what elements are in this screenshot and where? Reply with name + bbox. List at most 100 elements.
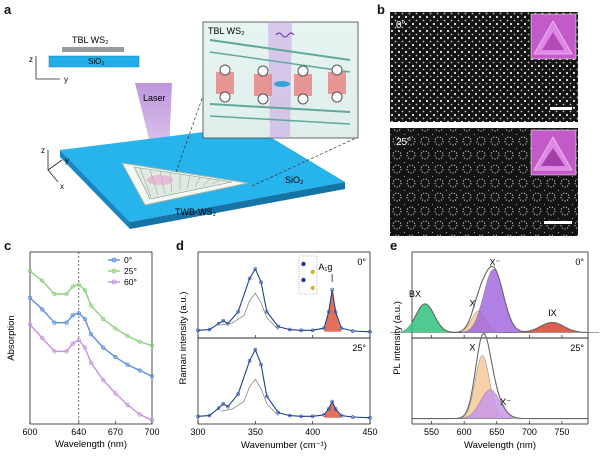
laser-label: Laser <box>143 93 166 103</box>
chart-c-point <box>76 282 81 287</box>
chart-d-inset-atom <box>301 277 306 283</box>
chart-d-point <box>207 327 212 332</box>
chart-d-sub1-xtick-label: 400 <box>305 427 320 437</box>
chart-d-point <box>253 267 258 271</box>
angle-label-25: 25° <box>396 137 411 148</box>
chart-d-point <box>339 413 344 418</box>
axis3d-x <box>47 169 59 183</box>
chart-e-peak-X⁻ <box>450 389 530 419</box>
chart-c-legend-label: 60° <box>124 277 137 287</box>
panel-letter-d: d <box>176 238 184 253</box>
axis-z-label: z <box>29 55 33 64</box>
chart-c-xlabel: Wavelength (nm) <box>55 439 127 450</box>
chart-d-ylabel: Raman intensity (a.u.) <box>178 292 189 385</box>
panel-c-chart: 600 640 670 700 0°25°60° Wavelength (nm) Absor… <box>6 251 160 450</box>
chart-d-point <box>216 406 221 410</box>
chart-d-point <box>326 407 331 411</box>
chart-d-fit-component <box>220 378 279 416</box>
callout-line-right <box>251 137 357 187</box>
chart-d-point <box>196 414 200 419</box>
chart-c-point <box>88 360 94 366</box>
substrate-top <box>60 126 345 222</box>
chart-d-peak-label: A₁g <box>318 262 332 272</box>
chart-d-inset-atom <box>310 269 315 275</box>
chart-e-angle-label: 0° <box>575 257 584 267</box>
chart-d-point <box>259 280 263 285</box>
chart-d-xlabel: Wavenumber (cm⁻¹) <box>241 440 327 451</box>
scale-bar-0 <box>550 107 572 110</box>
chart-c-point <box>149 343 155 348</box>
chart-c-legend-label: 25° <box>124 266 137 276</box>
chart-d-sub0-frame <box>197 251 371 339</box>
chart-d-inset-atom <box>301 261 306 267</box>
stack-top-label: TBL WS₂ <box>72 35 109 45</box>
chart-c-point <box>52 349 57 354</box>
panel-e-chart: BX X X⁻ IX 0° 550 600 650 700 750 X X⁻ 25° Wavelength… <box>390 251 600 451</box>
chart-d-spectrum <box>197 348 371 419</box>
chart-c-point <box>70 312 75 318</box>
scale-bar-25 <box>544 221 572 224</box>
chart-d-point <box>196 328 200 333</box>
chart-e-xlabel: Wavelength (nm) <box>464 440 536 451</box>
panel-d-chart: 0° 300 350 400 450 25° A₁g Wavenumber (cm⁻¹) Ram… <box>178 251 378 451</box>
panel-letter-e: e <box>390 238 398 253</box>
chart-e-envelope <box>412 332 588 420</box>
chart-e-peak-X⁻ <box>454 268 533 333</box>
optical-triangle-inner-0 <box>542 32 564 50</box>
chart-c-point <box>137 412 142 417</box>
chart-d-point <box>351 415 355 419</box>
chart-d-point <box>265 394 269 399</box>
chart-c-legend-marker <box>111 257 117 263</box>
chart-c-point <box>113 326 118 331</box>
chart-d-point <box>299 328 303 333</box>
chart-d-point <box>259 362 263 367</box>
panel-a-schematic: TBL WS₂ SiO₂ z y Laser TWB-WS₂ SiO₂ z y … <box>29 21 359 229</box>
chart-d-point <box>368 329 372 334</box>
tbl-ws2-layer <box>62 47 124 52</box>
chart-d-point <box>247 276 252 281</box>
chart-d-point <box>265 310 269 314</box>
chart-d-point <box>236 310 240 314</box>
chart-d-point <box>276 324 281 329</box>
chart-c-point <box>27 295 33 301</box>
chart-d-angle-label: 0° <box>357 257 366 267</box>
chart-c-series-line <box>29 297 153 377</box>
chart-c-point <box>100 345 106 350</box>
chart-d-spectrum <box>197 267 371 333</box>
chart-c-legend-marker <box>111 279 117 285</box>
chart-d-point <box>287 327 292 332</box>
inset-title: TBL WS₂ <box>208 26 245 36</box>
sample-inner-triangle <box>133 166 233 200</box>
substrate-side-front <box>130 182 345 229</box>
chart-c-point <box>125 333 130 339</box>
chart-e-peak-label: BX <box>409 289 421 299</box>
chart-d-sub1-xtick-label: 450 <box>362 427 377 437</box>
stack-bottom-label: SiO₂ <box>88 57 104 66</box>
chart-d-point <box>368 415 372 420</box>
chart-d-point <box>299 414 303 419</box>
chart-c-series-line <box>29 324 153 421</box>
chart-d-point <box>330 287 334 292</box>
axis3d-y <box>47 159 63 171</box>
chart-c-point <box>40 335 45 341</box>
chart-c-point <box>40 307 45 312</box>
sio2-layer <box>48 55 140 68</box>
chart-e-peak-label: IX <box>548 308 557 318</box>
chart-c-xtick-label: 640 <box>71 427 86 437</box>
chart-c-point <box>88 303 94 308</box>
chart-c-point <box>88 331 94 337</box>
chart-d-point <box>310 328 315 333</box>
chart-c-point <box>137 339 142 345</box>
axis3d-x-label: x <box>60 182 64 191</box>
angle-label-0: 0° <box>396 20 406 31</box>
chart-e-angle-label: 25° <box>570 343 584 353</box>
chart-e-sub1-xtick-label: 650 <box>489 427 504 437</box>
chart-c-legend-marker <box>111 268 117 274</box>
chart-c-point <box>137 368 142 373</box>
chart-c-ylabel: Absorption <box>6 315 17 360</box>
chart-d-a1g-fill <box>324 401 342 418</box>
chart-c-point <box>40 278 45 283</box>
chart-c-point <box>100 377 106 383</box>
optical-triangle-inner-25 <box>541 148 565 166</box>
chart-c-point <box>27 322 33 327</box>
